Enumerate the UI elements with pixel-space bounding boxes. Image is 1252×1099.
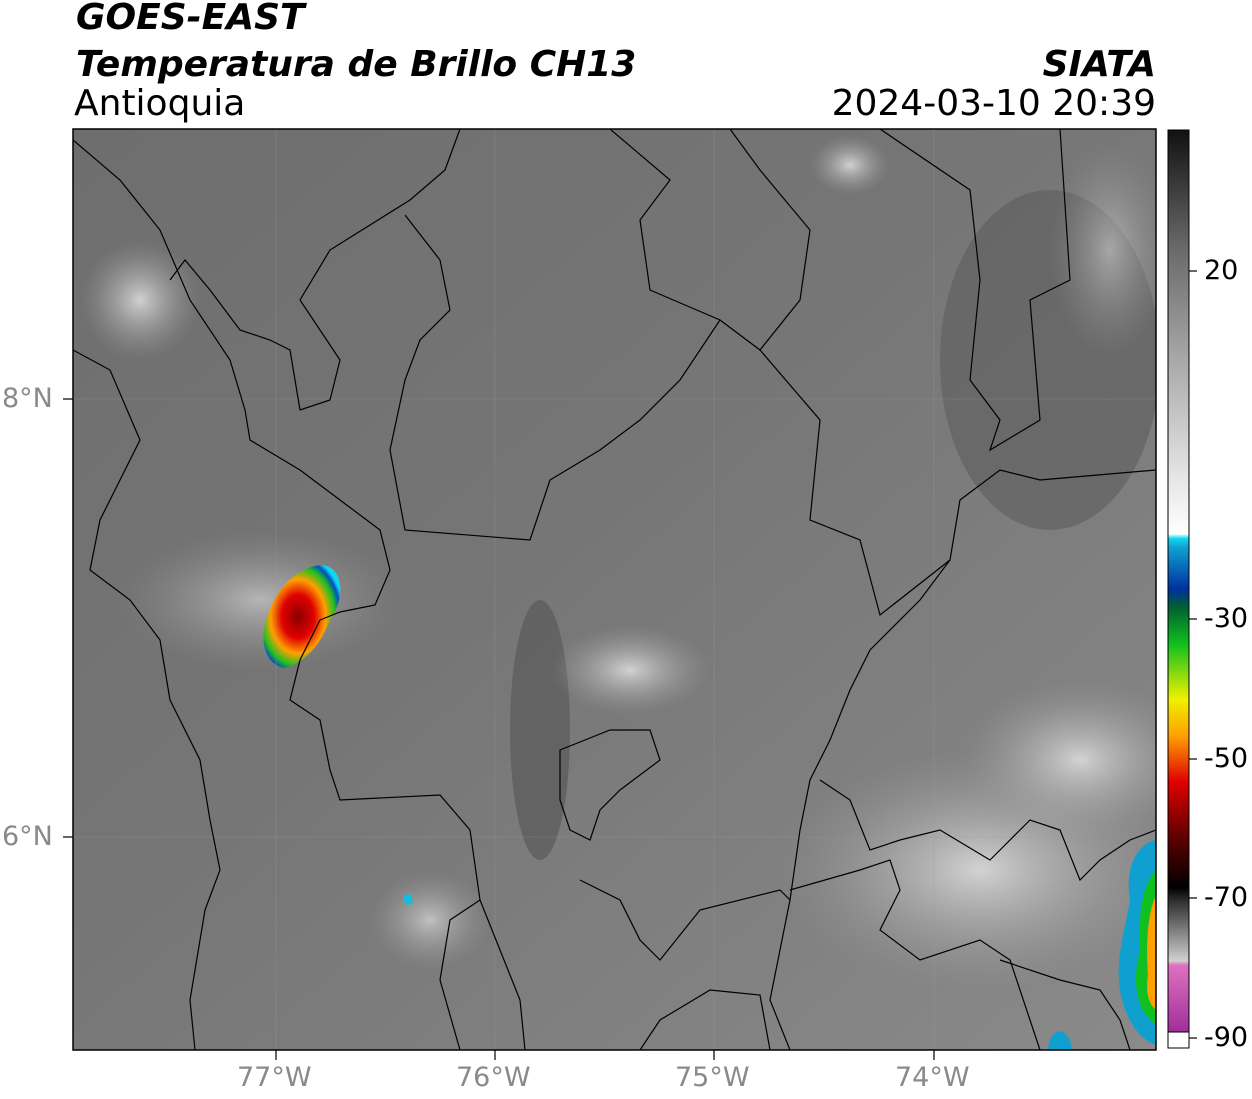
x-tick-77w: 77°W <box>237 1062 312 1093</box>
colorbar-tick-minus90: -90 <box>1204 1022 1249 1053</box>
convective-cell <box>263 565 341 668</box>
x-tick-76w: 76°W <box>456 1062 531 1093</box>
y-tick-8n: 8°N <box>2 383 53 414</box>
colorbar-tick-20: 20 <box>1204 255 1239 286</box>
colorbar <box>1167 129 1190 1049</box>
agency-label: SIATA <box>1042 44 1156 85</box>
colorbar-tick-minus30: -30 <box>1204 603 1249 634</box>
x-tick-75w: 75°W <box>675 1062 750 1093</box>
y-tick-6n: 6°N <box>2 821 53 852</box>
datetime-label: 2024-03-10 20:39 <box>831 83 1156 124</box>
x-tick-74w: 74°W <box>895 1062 970 1093</box>
title-product: Temperatura de Brillo CH13 <box>76 44 637 85</box>
colorbar-tick-minus50: -50 <box>1204 743 1249 774</box>
cloud-patch <box>80 240 200 360</box>
title-satellite: GOES-EAST <box>76 0 305 38</box>
region-label: Antioquia <box>74 83 246 124</box>
map-frame <box>72 128 1157 1051</box>
borders <box>73 129 1156 1050</box>
colorbar-tick-minus70: -70 <box>1204 882 1249 913</box>
